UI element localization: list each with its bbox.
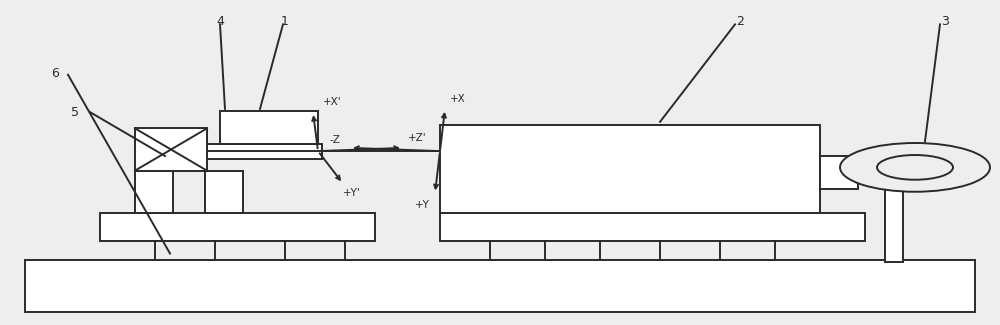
Text: +Y': +Y': [343, 188, 361, 199]
Text: -Z: -Z: [329, 135, 340, 145]
Circle shape: [840, 143, 990, 192]
Text: +Y: +Y: [415, 200, 430, 210]
Circle shape: [877, 155, 953, 180]
Text: 2: 2: [736, 15, 744, 28]
Bar: [220, 111, 318, 144]
Text: 4: 4: [216, 15, 224, 28]
Bar: [820, 156, 858, 188]
Bar: [440, 125, 820, 213]
Bar: [205, 171, 243, 213]
Text: 1: 1: [281, 15, 289, 28]
Text: +X': +X': [323, 97, 342, 107]
Bar: [885, 177, 903, 262]
Bar: [25, 260, 975, 312]
Text: +Z': +Z': [408, 133, 427, 143]
Text: +X: +X: [450, 94, 466, 104]
Bar: [135, 171, 173, 213]
Bar: [440, 213, 865, 240]
Bar: [135, 128, 207, 171]
Text: 3: 3: [941, 15, 949, 28]
Text: 6: 6: [51, 67, 59, 80]
Bar: [207, 144, 322, 159]
Bar: [100, 213, 375, 240]
Text: 5: 5: [71, 106, 79, 119]
